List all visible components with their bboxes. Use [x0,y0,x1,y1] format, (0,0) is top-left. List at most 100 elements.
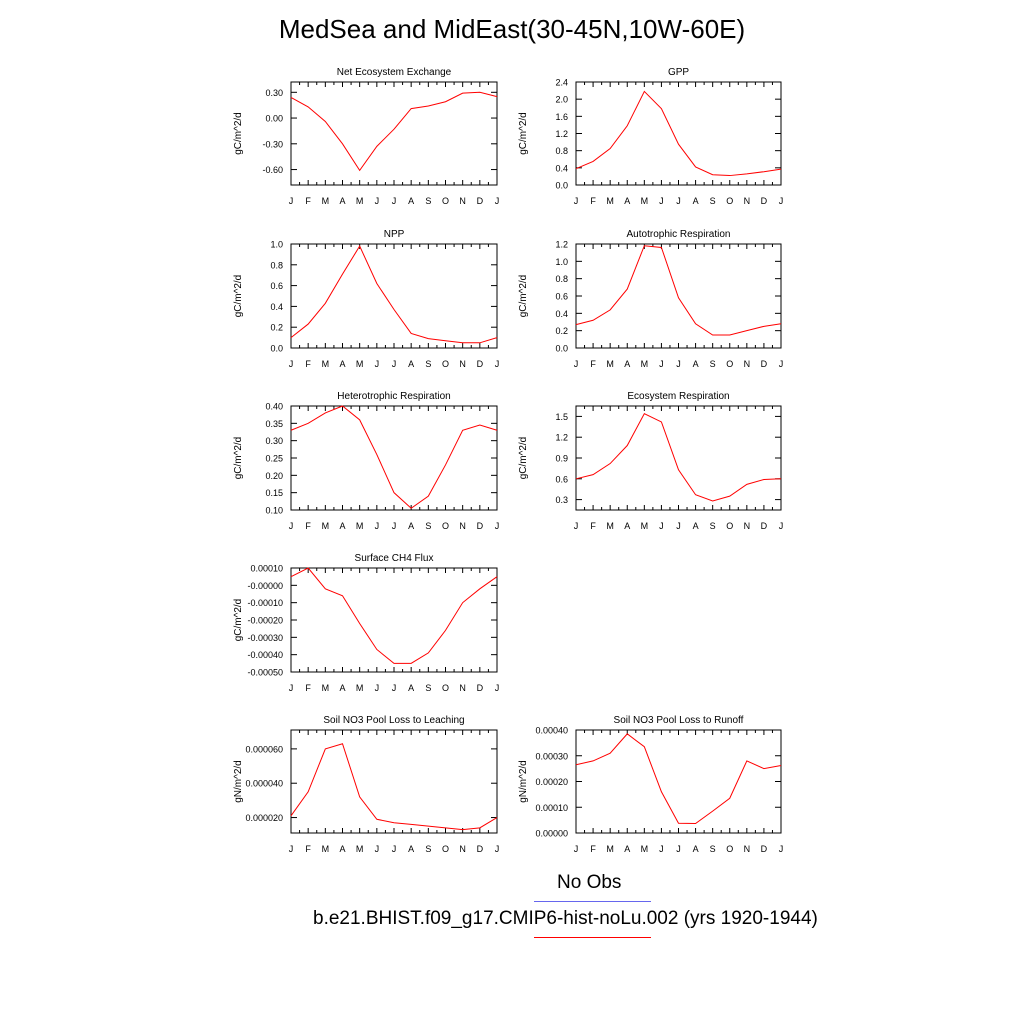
series-line [575,90,782,177]
plot-frame [290,567,498,673]
y-tick-label: 1.0 [555,257,568,267]
x-tick-label: M [356,521,364,531]
x-tick-label: J [375,844,380,854]
x-tick-label: J [375,683,380,693]
y-axis-label: gC/m^2/d [518,275,529,318]
x-tick-label: J [659,196,664,206]
x-tick-label: N [744,196,751,206]
x-tick-label: A [693,521,699,531]
x-tick-label: S [710,844,716,854]
x-tick-label: N [744,521,751,531]
y-axis-label: gC/m^2/d [233,112,244,155]
panel-title: Autotrophic Respiration [627,229,731,240]
x-tick-label: J [375,359,380,369]
y-tick-label: 0.0 [270,344,283,354]
legend-model-line [534,937,651,938]
x-tick-label: J [375,196,380,206]
y-tick-label: 0.20 [265,471,283,481]
y-tick-label: 0.25 [265,454,283,464]
plot-frame [290,729,498,834]
series-line [290,567,498,664]
y-tick-label: 2.0 [555,95,568,105]
y-tick-label: 0.2 [270,323,283,333]
y-tick-label: 0.6 [555,292,568,302]
y-tick-label: -0.00050 [247,668,283,678]
y-tick-label: 0.8 [555,274,568,284]
x-tick-label: S [710,521,716,531]
x-tick-label: J [392,844,397,854]
x-tick-label: A [408,521,414,531]
x-tick-label: S [710,359,716,369]
x-tick-label: J [289,359,294,369]
plot-frame [290,405,498,511]
x-tick-label: A [339,683,345,693]
x-tick-label: J [392,521,397,531]
y-tick-label: 0.3 [555,495,568,505]
x-tick-label: A [693,359,699,369]
x-tick-label: J [779,844,784,854]
y-tick-label: 0.4 [270,302,283,312]
y-tick-label: 0.8 [555,146,568,156]
y-tick-label: 1.2 [555,433,568,443]
x-tick-label: O [442,844,449,854]
x-tick-label: J [392,196,397,206]
x-tick-label: M [606,359,614,369]
x-tick-label: J [659,521,664,531]
plot-frame [290,81,498,186]
x-tick-label: M [641,521,649,531]
x-tick-label: F [305,683,311,693]
x-tick-label: J [574,844,579,854]
series-line [575,412,782,502]
series-line [290,743,498,831]
x-tick-label: J [392,683,397,693]
x-tick-label: J [289,196,294,206]
x-tick-label: F [305,844,311,854]
x-tick-label: D [477,359,484,369]
x-tick-label: M [322,359,330,369]
x-tick-label: N [459,683,466,693]
x-tick-label: A [624,196,630,206]
x-tick-label: J [779,521,784,531]
x-tick-label: J [495,359,500,369]
x-tick-label: S [425,844,431,854]
y-axis-label: gN/m^2/d [233,760,244,803]
x-tick-label: A [693,844,699,854]
y-tick-label: 0.00040 [535,726,568,736]
x-tick-label: D [761,521,768,531]
x-tick-label: S [710,196,716,206]
x-tick-label: M [606,844,614,854]
x-tick-label: O [442,359,449,369]
x-tick-label: A [624,844,630,854]
y-tick-label: 0.000060 [245,744,283,754]
x-tick-label: J [392,359,397,369]
y-tick-label: 0.0 [555,181,568,191]
y-tick-label: 1.6 [555,112,568,122]
x-tick-label: F [305,196,311,206]
x-tick-label: J [779,359,784,369]
x-tick-label: J [779,196,784,206]
y-axis-label: gC/m^2/d [233,437,244,480]
y-tick-label: -0.00010 [247,598,283,608]
y-tick-label: 0.00010 [535,803,568,813]
series-line [290,245,498,344]
series-line [575,733,782,824]
x-tick-label: A [693,196,699,206]
x-tick-label: J [495,521,500,531]
y-tick-label: 0.00 [265,114,283,124]
x-tick-label: D [477,844,484,854]
x-tick-label: O [726,521,733,531]
plot-frame [575,81,782,186]
x-tick-label: M [356,683,364,693]
x-tick-label: J [375,521,380,531]
x-tick-label: J [289,521,294,531]
x-tick-label: S [425,683,431,693]
legend-model-label: b.e21.BHIST.f09_g17.CMIP6-hist-noLu.002 … [313,908,818,929]
x-tick-label: M [322,196,330,206]
x-tick-label: J [659,844,664,854]
panel-title: Soil NO3 Pool Loss to Leaching [323,715,464,726]
x-tick-label: J [574,359,579,369]
y-tick-label: 1.5 [555,412,568,422]
